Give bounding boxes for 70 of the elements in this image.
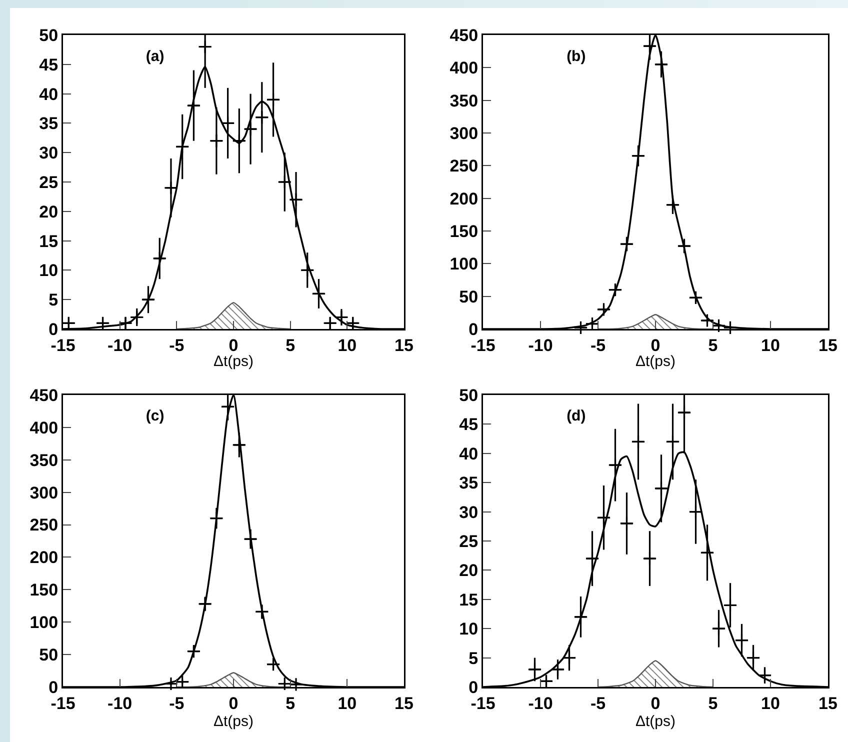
- y-tick-label: 50: [459, 287, 478, 306]
- y-tick-label: 400: [30, 418, 58, 438]
- y-tick-label: 100: [30, 613, 58, 632]
- x-tick-label: -5: [169, 694, 184, 713]
- x-tick-label: -10: [528, 336, 553, 355]
- x-tick-label: 0: [650, 336, 660, 355]
- y-tick-label: 45: [39, 55, 58, 74]
- y-tick-label: 250: [450, 156, 478, 176]
- y-tick-label: 10: [39, 261, 58, 280]
- y-tick-label: 25: [459, 532, 478, 551]
- y-tick-label: 20: [459, 561, 478, 580]
- y-tick-label: 250: [30, 516, 58, 535]
- y-tick-label: 5: [468, 648, 478, 668]
- x-tick-label: 15: [818, 694, 838, 713]
- x-tick-label: -10: [108, 336, 132, 355]
- x-tick-label: 15: [818, 336, 838, 355]
- x-tick-label: 0: [228, 694, 238, 713]
- y-tick-label: 15: [39, 232, 58, 251]
- y-tick-label: 25: [39, 172, 58, 192]
- x-tick-label: 15: [394, 336, 414, 355]
- x-tick-label: 10: [338, 694, 357, 713]
- x-axis-title: Δt(ps): [635, 712, 676, 730]
- text: (a): [146, 48, 164, 65]
- y-tick-label: 350: [30, 450, 58, 470]
- y-tick-label: 100: [450, 254, 478, 274]
- y-tick-label: 150: [450, 222, 478, 241]
- x-tick-label: 0: [228, 336, 238, 355]
- y-tick-label: 45: [459, 415, 478, 434]
- x-tick-label: -5: [590, 694, 606, 713]
- y-tick-label: 15: [459, 590, 478, 610]
- x-tick-label: 15: [394, 694, 414, 713]
- x-tick-label: -10: [108, 694, 132, 713]
- text: (c): [146, 408, 164, 425]
- y-tick-label: 150: [30, 580, 58, 600]
- text: (b): [566, 48, 586, 65]
- x-tick-label: -5: [169, 336, 184, 355]
- y-tick-label: 30: [39, 144, 58, 163]
- x-tick-label: -5: [590, 336, 606, 355]
- y-tick-label: 10: [459, 620, 478, 639]
- y-tick-label: 50: [39, 26, 58, 45]
- y-tick-label: 450: [450, 26, 478, 45]
- y-tick-label: 20: [39, 202, 58, 222]
- x-axis-title: Δt(ps): [213, 712, 254, 730]
- x-tick-label: 10: [338, 336, 357, 355]
- y-tick-label: 400: [450, 58, 478, 78]
- x-tick-label: 10: [761, 694, 780, 713]
- y-tick-label: 35: [39, 114, 58, 134]
- x-tick-label: 5: [286, 336, 296, 355]
- y-tick-label: 350: [450, 91, 478, 110]
- x-tick-label: 0: [650, 694, 660, 713]
- y-tick-label: 50: [39, 646, 58, 665]
- x-tick-label: 5: [708, 336, 718, 355]
- y-tick-label: 200: [450, 189, 478, 208]
- x-tick-label: 5: [286, 694, 296, 713]
- x-tick-label: 5: [708, 694, 718, 713]
- y-tick-label: 200: [30, 548, 58, 568]
- y-tick-label: 40: [459, 444, 478, 464]
- y-tick-label: 40: [39, 84, 58, 104]
- y-tick-label: 30: [459, 502, 478, 522]
- y-tick-label: 300: [30, 483, 58, 502]
- y-tick-label: 35: [459, 474, 478, 493]
- x-tick-label: -10: [528, 694, 553, 713]
- text: (d): [566, 408, 586, 425]
- y-tick-label: 300: [450, 124, 478, 143]
- y-tick-label: 5: [48, 290, 58, 310]
- x-axis-title: Δt(ps): [213, 353, 254, 370]
- x-axis-title: Δt(ps): [635, 353, 676, 370]
- y-tick-label: 450: [30, 386, 58, 405]
- y-tick-label: 50: [459, 386, 478, 405]
- x-tick-label: 10: [761, 336, 780, 355]
